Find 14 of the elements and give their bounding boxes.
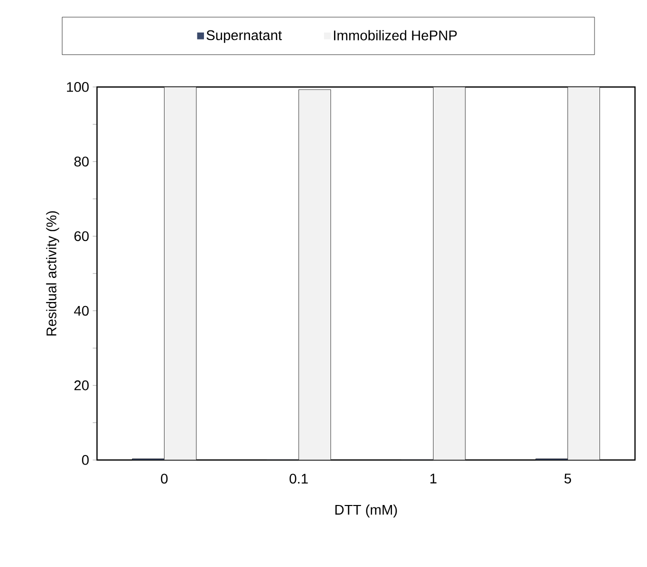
y-axis-title: Residual activity (%)	[46, 211, 60, 336]
y-tick-label: 0	[82, 455, 89, 465]
x-tick-label: 5	[564, 474, 572, 484]
y-tick-label: 40	[74, 306, 89, 316]
x-tick-label: 0.1	[290, 474, 308, 484]
x-tick-label: 0	[160, 474, 168, 484]
y-tick-label: 80	[74, 156, 89, 167]
x-tick-label: 1	[430, 474, 436, 484]
legend-label: Supernatant	[206, 30, 282, 43]
x-axis-title: DTT (mM)	[335, 504, 397, 518]
y-tick-label: 60	[74, 231, 89, 242]
y-tick-label: 100	[67, 82, 89, 92]
legend-label: Immobilized HePNP	[334, 30, 457, 40]
y-tick-label: 20	[74, 380, 89, 390]
